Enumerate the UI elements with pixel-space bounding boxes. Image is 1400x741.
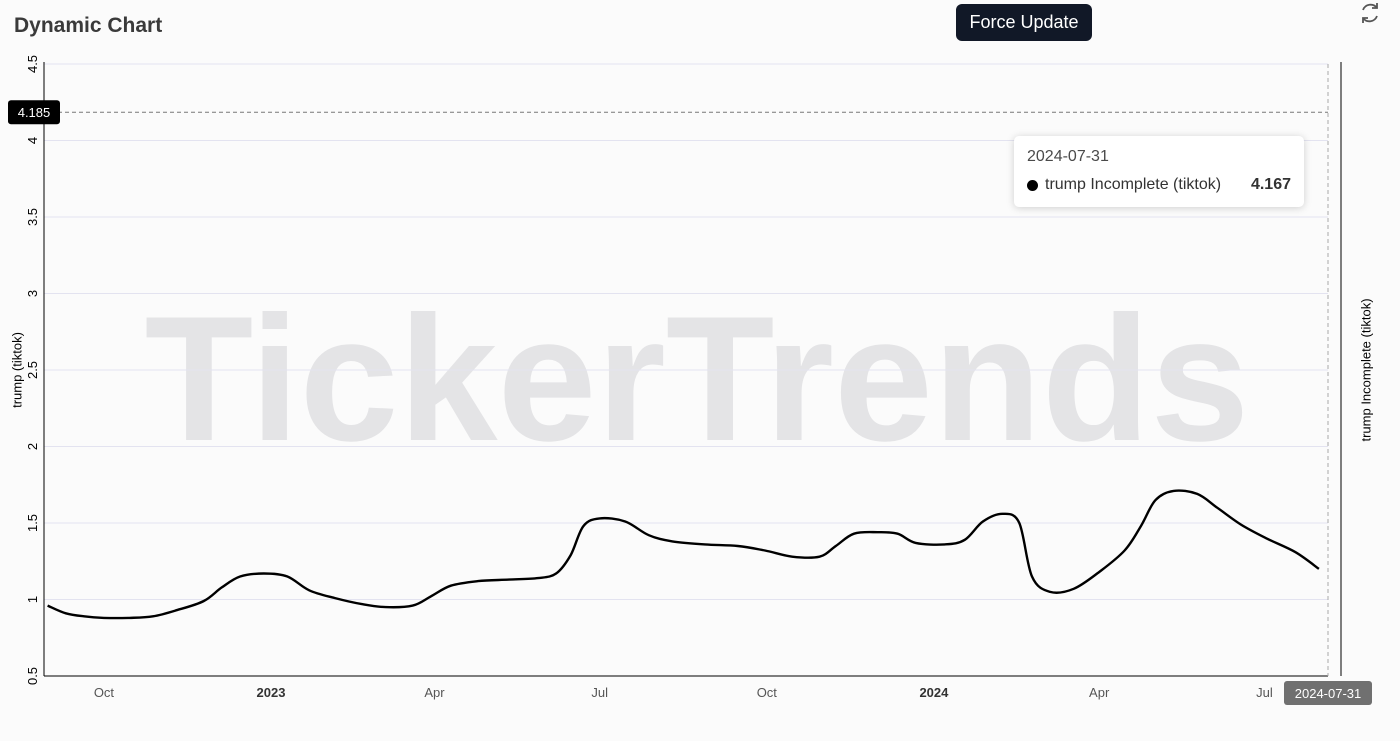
- x-tick-label: Jul: [591, 685, 608, 700]
- y-tick-label: 3.5: [25, 208, 40, 226]
- y-tick-label: 4: [25, 137, 40, 144]
- tooltip-value: 4.167: [1250, 176, 1291, 193]
- x-tick-label: Oct: [757, 685, 778, 700]
- tooltip-series-name: trump Incomplete (tiktok): [1045, 176, 1222, 193]
- y-tick-label: 4.5: [25, 55, 40, 73]
- tooltip-date: 2024-07-31: [1027, 148, 1109, 165]
- y-tick-label: 1: [25, 596, 40, 603]
- y-tick-label: 1.5: [25, 514, 40, 532]
- crosshair-x-badge: [1284, 681, 1372, 705]
- crosshair-x-label: 2024-07-31: [1295, 686, 1362, 701]
- series-dot-icon: [1027, 179, 1038, 191]
- x-tick-label: Oct: [94, 685, 115, 700]
- x-tick-label: Apr: [1089, 685, 1110, 700]
- force-update-button[interactable]: Force Update: [956, 4, 1092, 41]
- tooltip: 2024-07-31 trump Incomplete (tiktok) 4.1…: [1014, 136, 1304, 207]
- y-tick-label: 2.5: [25, 361, 40, 379]
- crosshair-y-label: 4.185: [18, 105, 51, 120]
- series-line: [47, 489, 1320, 620]
- y-tick-label: 0.5: [25, 667, 40, 685]
- watermark-text: TickerTrends: [145, 279, 1250, 478]
- y-tick-label: 2: [25, 443, 40, 450]
- y-axis-title-left: trump (tiktok): [9, 332, 25, 408]
- y-tick-label: 3: [25, 290, 40, 297]
- x-tick-label: Apr: [424, 685, 445, 700]
- x-tick-label: Jul: [1256, 685, 1273, 700]
- crosshair-y-badge: [8, 100, 60, 125]
- y-axis-title-right: trump Incomplete (tiktok): [1358, 298, 1374, 442]
- x-tick-label: 2023: [257, 685, 286, 700]
- chart-title: Dynamic Chart: [14, 14, 163, 37]
- refresh-icon[interactable]: [1356, 0, 1384, 26]
- x-tick-label: 2024: [919, 685, 949, 700]
